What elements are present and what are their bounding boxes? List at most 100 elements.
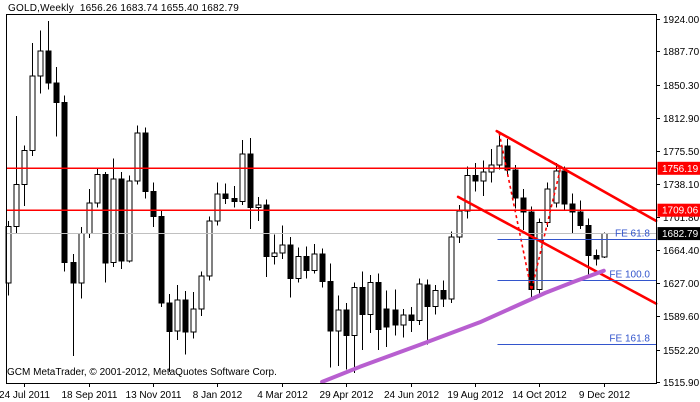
candle-week-2011-11-20[interactable] [158,209,165,308]
candle-week-2011-07-24[interactable] [21,145,28,206]
fibo-label-FE 161.8: FE 161.8 [609,334,650,345]
candle-week-2011-12-25[interactable] [198,271,205,317]
x-tick-14 Oct 2012: 14 Oct 2012 [512,390,567,401]
y-tick-1738.10: 1738.10 [663,180,700,191]
candle-week-2011-08-21[interactable] [53,67,60,137]
candle-week-2012-05-20[interactable] [367,275,374,333]
candle-week-2012-04-22[interactable] [335,295,342,366]
y-tick-1664.40: 1664.40 [663,246,700,257]
y-tick-1812.90: 1812.90 [663,114,700,125]
candlestick-series[interactable] [5,20,608,373]
candle-week-2012-11-11[interactable] [569,193,576,234]
candle-week-2011-08-07[interactable] [37,30,44,94]
y-tick-1552.20: 1552.20 [663,346,700,357]
candle-week-2011-09-04[interactable] [70,253,77,357]
candle-week-2012-12-09[interactable] [601,232,608,258]
candle-week-2011-10-30[interactable] [134,125,141,185]
candle-week-2012-05-06[interactable] [351,282,358,373]
candle-week-2011-07-17[interactable] [13,116,20,234]
candle-week-2012-01-15[interactable] [222,183,229,204]
candle-week-2012-02-12[interactable] [255,196,262,221]
y-tick-1589.60: 1589.60 [663,312,700,323]
candle-week-2012-12-02[interactable] [593,249,600,266]
candle-week-2012-03-04[interactable] [279,225,286,260]
candle-week-2012-05-13[interactable] [359,271,366,350]
badge-text-1756.19: 1756.19 [662,164,699,175]
candle-week-2012-03-11[interactable] [287,236,294,298]
candle-week-2012-09-30[interactable] [520,188,527,230]
candle-week-2012-05-27[interactable] [375,273,382,350]
candle-week-2012-04-29[interactable] [343,302,350,370]
resistance-level-lines[interactable] [6,167,656,211]
candle-week-2012-07-08[interactable] [424,279,431,345]
candle-week-2012-10-07[interactable] [528,206,535,301]
chart-title-ohlc-readout: GOLD,Weekly 1656.26 1683.74 1655.40 1682… [8,3,240,14]
plot-frame [6,14,657,384]
candle-week-2012-02-19[interactable] [263,199,270,277]
candle-week-2012-11-18[interactable] [577,200,584,229]
descending-channel-trendlines[interactable] [456,129,658,305]
candle-week-2011-09-25[interactable] [94,167,101,208]
candle-week-2011-10-23[interactable] [126,175,133,263]
candle-week-2011-12-18[interactable] [190,292,197,339]
candle-week-2011-10-02[interactable] [102,172,109,283]
candle-week-2012-01-22[interactable] [231,186,238,208]
price-axis[interactable]: 1924.00 1887.70 1850.30 1812.90 1775.50 1738.… [656,15,700,389]
candle-week-2012-08-26[interactable] [480,160,487,196]
candle-week-2012-09-09[interactable] [496,132,503,170]
channel-upper-line [495,129,658,223]
copyright-watermark: GCM MetaTrader, © 2001-2012, MetaQuotes … [7,367,277,378]
candle-week-2011-10-09[interactable] [110,158,117,268]
candle-week-2011-08-28[interactable] [61,95,68,272]
candle-week-2011-12-04[interactable] [174,285,181,341]
candle-week-2012-01-29[interactable] [239,140,246,205]
y-tick-1887.70: 1887.70 [663,47,700,58]
candle-week-2011-12-11[interactable] [182,291,189,355]
candle-week-2012-11-04[interactable] [561,166,568,212]
candle-week-2012-07-22[interactable] [440,280,447,308]
badge-text-1709.06: 1709.06 [662,206,699,217]
x-tick-29 Apr 2012: 29 Apr 2012 [320,390,374,401]
candle-week-2011-11-06[interactable] [142,127,149,199]
candle-week-2012-01-08[interactable] [214,182,221,226]
candle-week-2011-10-16[interactable] [118,172,125,269]
candle-week-2012-06-03[interactable] [383,290,390,348]
candle-week-2012-10-14[interactable] [536,218,543,294]
y-tick-1627.00: 1627.00 [663,279,700,290]
badge-1756.19 [657,161,700,175]
y-tick-1515.90: 1515.90 [663,378,700,389]
candle-week-2012-06-17[interactable] [400,309,407,338]
candle-week-2012-08-05[interactable] [456,204,463,244]
candle-week-2012-06-10[interactable] [392,289,399,336]
y-tick-1775.50: 1775.50 [663,147,700,158]
candle-week-2012-11-25[interactable] [585,218,592,275]
candle-week-2012-07-15[interactable] [432,285,439,315]
candle-week-2011-07-31[interactable] [29,43,36,156]
candle-week-2011-08-14[interactable] [45,20,52,90]
candle-week-2012-04-01[interactable] [311,244,318,274]
x-tick-24 Jun 2012: 24 Jun 2012 [384,390,439,401]
candle-week-2011-11-13[interactable] [150,182,157,228]
candle-week-2012-06-24[interactable] [408,307,415,333]
candle-week-2012-10-21[interactable] [544,182,551,228]
candle-week-2012-01-01[interactable] [206,216,213,281]
candle-week-2012-03-25[interactable] [303,246,310,279]
candle-week-2012-02-26[interactable] [271,234,278,265]
candle-week-2012-02-05[interactable] [247,138,254,229]
x-tick-4 Mar 2012: 4 Mar 2012 [257,390,308,401]
candle-week-2011-11-27[interactable] [166,293,173,373]
channel-lower-line [456,195,658,305]
candle-week-2012-09-23[interactable] [512,164,519,209]
candle-week-2012-07-29[interactable] [448,231,455,303]
candle-week-2012-07-01[interactable] [416,278,423,325]
badge-text-1682.79: 1682.79 [662,229,699,240]
price-badges: 1756.19 1709.06 1682.79 [657,161,700,241]
date-axis[interactable]: 24 Jul 2011 18 Sep 2011 13 Nov 2011 8 Jan 2… [0,383,631,401]
candle-week-2012-04-08[interactable] [319,248,326,288]
candle-week-2012-04-15[interactable] [327,263,334,368]
candle-week-2012-03-18[interactable] [295,247,302,283]
purple-ma-curve [320,268,606,384]
